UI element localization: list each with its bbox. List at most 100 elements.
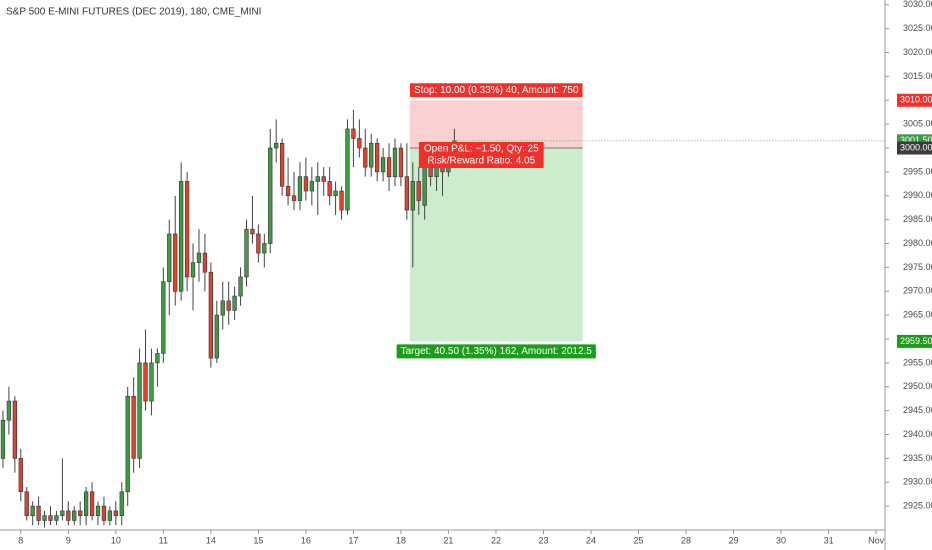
price-tag-label: 3001.50 bbox=[900, 135, 932, 145]
candle-body bbox=[36, 505, 41, 521]
candle-body bbox=[161, 281, 166, 354]
target-label: Target: 40.50 (1.35%) 162, Amount: 2012.… bbox=[401, 346, 593, 357]
y-tick-label: 2935.00 bbox=[903, 453, 932, 463]
candle-body bbox=[202, 252, 208, 273]
candle-body bbox=[428, 166, 433, 177]
candle-body bbox=[285, 185, 291, 197]
x-tick-label: 14 bbox=[206, 535, 216, 545]
candle-body bbox=[321, 176, 326, 182]
x-tick-label: Nov bbox=[868, 535, 885, 545]
y-tick-label: 2965.00 bbox=[903, 310, 932, 320]
candle-body bbox=[30, 505, 35, 516]
x-tick-label: 10 bbox=[111, 535, 121, 545]
candle-body bbox=[220, 300, 225, 316]
pnl-label: Open P&L: −1.50, Qty: 25 bbox=[424, 144, 539, 155]
y-tick-label: 3025.00 bbox=[903, 23, 932, 33]
candle-body bbox=[327, 181, 332, 197]
candle-body bbox=[226, 300, 231, 311]
candle-body bbox=[297, 176, 303, 201]
candle-body bbox=[279, 142, 285, 187]
candle-body bbox=[155, 353, 160, 364]
candle-body bbox=[380, 157, 386, 173]
candle-body bbox=[196, 252, 202, 263]
candle-body bbox=[244, 228, 249, 278]
y-tick-label: 3030.00 bbox=[903, 0, 932, 9]
candle-body bbox=[256, 233, 261, 254]
candle-body bbox=[0, 419, 6, 459]
candle-body bbox=[107, 510, 113, 521]
candle-body bbox=[250, 228, 255, 235]
candle-body bbox=[274, 142, 279, 149]
candle-body bbox=[363, 147, 368, 168]
candle-body bbox=[101, 505, 107, 521]
candle-body bbox=[6, 400, 12, 421]
candle-body bbox=[268, 147, 273, 244]
y-tick-label: 2955.00 bbox=[903, 357, 932, 367]
candle-body bbox=[48, 515, 53, 521]
x-tick-label: 17 bbox=[348, 535, 358, 545]
candle-body bbox=[119, 491, 124, 516]
candle-body bbox=[60, 510, 65, 516]
candle-body bbox=[369, 142, 374, 168]
stop-label: Stop: 10.00 (0.33%) 40, Amount: 750 bbox=[414, 85, 579, 96]
price-tag-label: 3000.00 bbox=[900, 142, 932, 152]
x-tick-label: 23 bbox=[538, 535, 548, 545]
candle-body bbox=[190, 262, 196, 278]
x-tick-label: 8 bbox=[18, 535, 23, 545]
candle-body bbox=[410, 181, 415, 211]
x-tick-label: 31 bbox=[824, 535, 834, 545]
x-tick-label: 28 bbox=[681, 535, 691, 545]
y-tick-label: 2930.00 bbox=[903, 477, 932, 487]
y-tick-label: 2925.00 bbox=[903, 501, 932, 511]
candle-body bbox=[184, 181, 190, 278]
candle-body bbox=[291, 195, 297, 201]
candle-body bbox=[315, 176, 320, 182]
target-label-box bbox=[396, 344, 596, 359]
x-tick-label: 11 bbox=[159, 535, 168, 545]
y-tick-label: 2990.00 bbox=[903, 190, 932, 200]
price-tag bbox=[897, 93, 932, 107]
y-tick-label: 2980.00 bbox=[903, 238, 932, 248]
candle-body bbox=[143, 362, 148, 402]
y-tick-label: 2950.00 bbox=[903, 381, 932, 391]
candle-body bbox=[238, 276, 243, 297]
candle-body bbox=[95, 505, 101, 516]
x-tick-label: 9 bbox=[66, 535, 71, 545]
candle-body bbox=[404, 176, 410, 211]
candle-body bbox=[392, 147, 398, 177]
candle-body bbox=[345, 128, 350, 211]
candle-body bbox=[208, 271, 213, 359]
x-tick-label: 29 bbox=[729, 535, 739, 545]
candle-body bbox=[66, 510, 71, 521]
candle-body bbox=[386, 157, 392, 177]
candle-body bbox=[339, 190, 344, 211]
candle-body bbox=[72, 510, 77, 521]
candle-body bbox=[89, 491, 95, 516]
ratio-label: Risk/Reward Ratio: 4.05 bbox=[427, 156, 535, 167]
x-tick-label: 21 bbox=[443, 535, 453, 545]
candle-body bbox=[78, 510, 83, 516]
candle-body bbox=[214, 314, 219, 359]
y-tick-label: 2940.00 bbox=[903, 429, 932, 439]
candle-body bbox=[375, 142, 380, 173]
y-tick-label: 2975.00 bbox=[903, 262, 932, 272]
pnl-box bbox=[418, 142, 544, 169]
candle-body bbox=[24, 491, 29, 516]
candle-body bbox=[232, 295, 237, 311]
candle-body bbox=[125, 396, 130, 493]
candle-body bbox=[131, 396, 136, 459]
x-tick-label: 15 bbox=[253, 535, 263, 545]
target-zone bbox=[409, 148, 583, 342]
candle-body bbox=[357, 138, 362, 149]
price-tag-label: 3010.00 bbox=[900, 95, 932, 105]
candle-body bbox=[398, 147, 404, 177]
x-tick-label: 24 bbox=[586, 535, 596, 545]
x-tick-label: 16 bbox=[301, 535, 311, 545]
y-tick-label: 3015.00 bbox=[903, 71, 932, 81]
y-tick-label: 3020.00 bbox=[903, 47, 932, 57]
y-tick-label: 2985.00 bbox=[903, 214, 932, 224]
price-tag bbox=[897, 141, 932, 155]
x-tick-label: 18 bbox=[396, 535, 406, 545]
y-tick-label: 2970.00 bbox=[903, 286, 932, 296]
